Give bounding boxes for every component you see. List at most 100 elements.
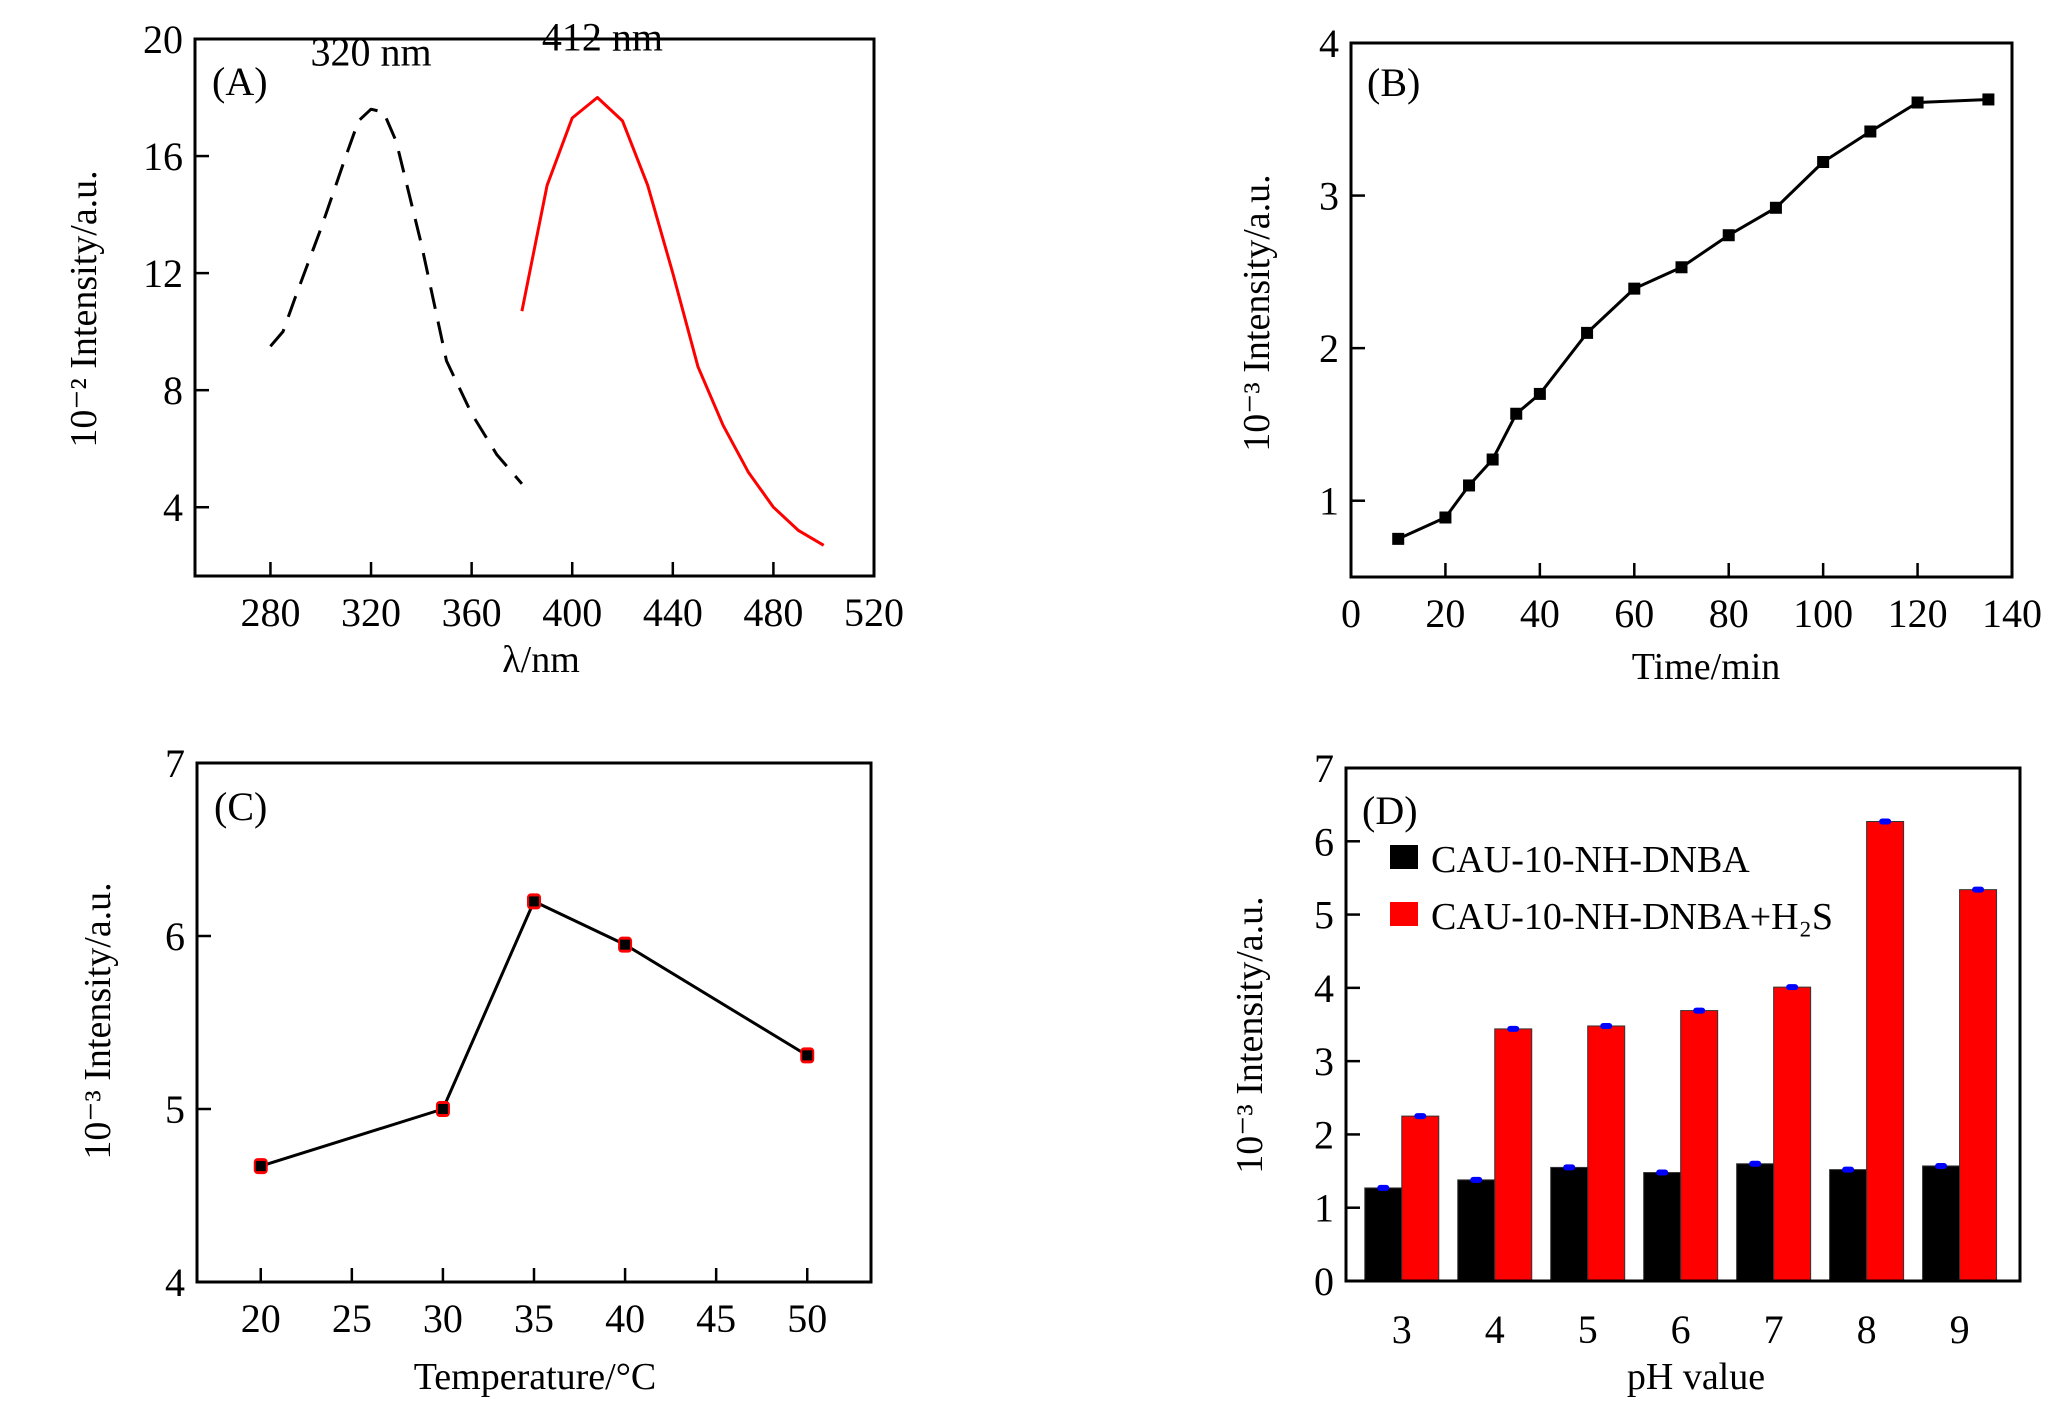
y-tick-label: 4: [163, 485, 183, 530]
y-tick-label: 0: [1314, 1259, 1334, 1304]
data-point: [529, 896, 539, 907]
data-point: [802, 1050, 813, 1061]
bar-probe-ph4: [1457, 1179, 1496, 1282]
y-tick-label: 12: [143, 251, 183, 296]
bar-probe-ph9: [1922, 1165, 1961, 1282]
data-point: [1817, 156, 1830, 169]
data-point: [1533, 387, 1546, 400]
x-axis-label: Time/min: [1632, 646, 1781, 688]
x-tick-label: 50: [787, 1296, 827, 1341]
data-point: [1982, 93, 1995, 106]
series-line-0: [260, 899, 808, 1168]
x-tick-label: 3: [1392, 1307, 1412, 1352]
bar-probe-ph8: [1829, 1169, 1868, 1282]
panel-label: (A): [212, 59, 268, 104]
data-point: [1392, 532, 1405, 545]
x-tick-label: 8: [1857, 1307, 1877, 1352]
x-tick-label: 30: [423, 1296, 463, 1341]
error-bar: [1972, 886, 1985, 893]
error-bar: [1507, 1025, 1520, 1032]
x-tick-label: 360: [442, 590, 502, 635]
series-line-0: [269, 107, 524, 485]
bar-probe-h2s-ph6: [1680, 1010, 1719, 1282]
y-tick-label: 20: [143, 17, 183, 62]
x-tick-label: 140: [1982, 591, 2042, 636]
data-point: [1628, 282, 1641, 295]
plot-frame: [1349, 41, 2014, 579]
data-point: [1864, 125, 1877, 138]
bar-probe-h2s-ph9: [1959, 889, 1998, 1282]
y-tick-label: 4: [1314, 966, 1334, 1011]
error-bar: [1414, 1113, 1427, 1120]
x-tick-label: 60: [1614, 591, 1654, 636]
y-axis-label: 10⁻³ Intensity/a.u.: [1229, 896, 1271, 1173]
series-line-1: [520, 96, 825, 547]
data-point: [437, 1104, 448, 1114]
plot-frame: [193, 37, 876, 578]
x-tick-label: 9: [1950, 1307, 1970, 1352]
data-point: [620, 939, 631, 950]
x-tick-label: 6: [1671, 1307, 1691, 1352]
bar-probe-h2s-ph4: [1494, 1028, 1533, 1282]
x-tick-label: 40: [605, 1296, 645, 1341]
x-tick-label: 20: [1425, 591, 1465, 636]
y-tick-label: 2: [1319, 326, 1339, 371]
x-tick-label: 7: [1764, 1307, 1784, 1352]
error-bar: [1377, 1184, 1390, 1191]
y-tick-label: 16: [143, 134, 183, 179]
legend-label: CAU-10-NH-DNBA+H₂S: [1431, 896, 1833, 938]
x-tick-label: 45: [696, 1296, 736, 1341]
x-axis-label: pH value: [1627, 1356, 1765, 1398]
y-tick-label: 4: [1319, 21, 1339, 66]
y-tick-label: 6: [165, 914, 185, 959]
error-bar: [1879, 818, 1892, 825]
error-bar: [1563, 1164, 1576, 1171]
plot-frame: [1344, 766, 2022, 1283]
panel-label: (C): [214, 784, 267, 829]
error-bar: [1656, 1169, 1669, 1176]
x-tick-label: 120: [1888, 591, 1948, 636]
chart-panel-a: 4 8 12 16 20 280 320 360 400 440 480 520 320 nm 412 n…: [63, 15, 904, 681]
x-tick-label: 440: [643, 590, 703, 635]
error-bar: [1935, 1162, 1948, 1169]
y-tick-label: 6: [1314, 819, 1334, 864]
data-point: [1769, 201, 1782, 214]
x-tick-label: 4: [1485, 1307, 1505, 1352]
data-point: [255, 1161, 266, 1172]
bar-probe-h2s-ph8: [1866, 820, 1905, 1282]
bar-probe-h2s-ph7: [1773, 986, 1812, 1282]
x-tick-label: 20: [241, 1296, 281, 1341]
y-tick-label: 5: [1314, 893, 1334, 938]
data-point: [1463, 479, 1476, 492]
bar-probe-h2s-ph3: [1401, 1115, 1440, 1282]
error-bar: [1842, 1166, 1855, 1173]
y-tick-label: 1: [1314, 1186, 1334, 1231]
x-tick-label: 40: [1520, 591, 1560, 636]
data-point: [1675, 261, 1688, 274]
y-tick-label: 4: [165, 1260, 185, 1305]
x-tick-label: 0: [1341, 591, 1361, 636]
data-point: [1439, 511, 1452, 524]
bar-probe-ph5: [1550, 1166, 1589, 1282]
x-tick-label: 520: [844, 590, 904, 635]
x-tick-label: 80: [1709, 591, 1749, 636]
legend-label: CAU-10-NH-DNBA: [1431, 839, 1750, 881]
y-tick-label: 8: [163, 368, 183, 413]
panel-label: (D): [1362, 788, 1418, 833]
data-point: [1486, 453, 1499, 466]
error-bar: [1600, 1022, 1613, 1029]
chart-panel-d: 3 4 5 6 7 8 9 CAU-10-NH-DNBA CAU-10-NH-DNBA+H₂S 0…: [1229, 746, 2022, 1398]
data-point: [1581, 326, 1594, 339]
data-point: [1911, 96, 1924, 109]
bar-probe-ph6: [1643, 1172, 1682, 1282]
bar-probe-h2s-ph5: [1587, 1025, 1626, 1282]
y-tick-label: 7: [1314, 746, 1334, 791]
legend-swatch: [1390, 845, 1418, 869]
y-axis-label: 10⁻³ Intensity/a.u.: [77, 882, 119, 1159]
data-point: [1722, 229, 1735, 242]
y-tick-label: 2: [1314, 1112, 1334, 1157]
x-tick-label: 400: [542, 590, 602, 635]
x-tick-label: 480: [743, 590, 803, 635]
y-tick-label: 5: [165, 1087, 185, 1132]
